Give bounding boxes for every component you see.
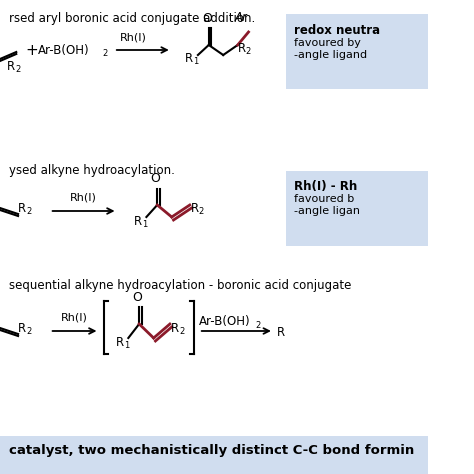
Text: Rh(I): Rh(I) — [120, 32, 147, 42]
Text: 2: 2 — [26, 327, 31, 336]
Text: 2: 2 — [199, 207, 204, 216]
Text: Ar-B(OH): Ar-B(OH) — [38, 44, 90, 56]
Text: Rh(I): Rh(I) — [61, 312, 88, 322]
Text: Ar: Ar — [235, 11, 248, 24]
Text: O: O — [202, 12, 212, 25]
Text: favoured b
-angle ligan: favoured b -angle ligan — [294, 194, 360, 216]
Text: R: R — [18, 201, 26, 215]
Bar — [0, 436, 428, 474]
Text: 2: 2 — [15, 64, 20, 73]
Text: R: R — [116, 337, 124, 349]
Text: redox neutra: redox neutra — [294, 24, 380, 37]
Text: 2: 2 — [246, 46, 251, 55]
Text: 2: 2 — [26, 207, 31, 216]
Text: ysed alkyne hydroacylation.: ysed alkyne hydroacylation. — [9, 164, 175, 177]
Text: Rh(I): Rh(I) — [70, 192, 97, 202]
Bar — [286, 171, 428, 246]
Text: rsed aryl boronic acid conjugate addition.: rsed aryl boronic acid conjugate additio… — [9, 12, 255, 25]
Text: R: R — [134, 215, 142, 228]
Text: O: O — [151, 172, 160, 185]
Text: sequential alkyne hydroacylation - boronic acid conjugate: sequential alkyne hydroacylation - boron… — [9, 279, 351, 292]
Text: +: + — [25, 43, 38, 57]
Text: favoured by
-angle ligand: favoured by -angle ligand — [294, 38, 367, 60]
Text: Ar-B(OH): Ar-B(OH) — [199, 316, 250, 328]
Text: R: R — [276, 327, 285, 339]
Text: catalyst, two mechanistically distinct C-C bond formin: catalyst, two mechanistically distinct C… — [9, 444, 414, 457]
Bar — [286, 14, 428, 89]
Text: R: R — [237, 42, 246, 55]
Text: 2: 2 — [256, 320, 261, 329]
Text: R: R — [191, 201, 199, 215]
Text: Rh(I) - Rh: Rh(I) - Rh — [294, 180, 357, 193]
Text: R: R — [171, 321, 179, 335]
Text: 1: 1 — [124, 341, 129, 350]
Text: 2: 2 — [102, 48, 108, 57]
Text: O: O — [132, 291, 142, 304]
Text: R: R — [185, 52, 193, 64]
Text: R: R — [18, 321, 26, 335]
Text: R: R — [7, 60, 15, 73]
Text: 1: 1 — [142, 219, 147, 228]
Text: 2: 2 — [179, 327, 184, 336]
Text: 1: 1 — [193, 56, 199, 65]
